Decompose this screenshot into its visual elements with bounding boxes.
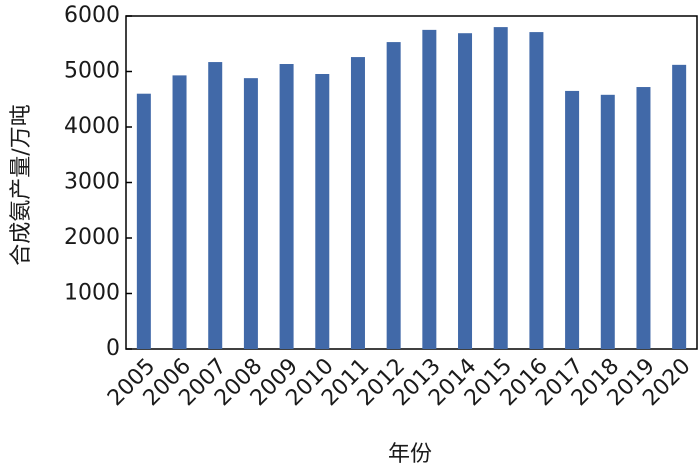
bar bbox=[208, 62, 223, 349]
y-tick-label: 3000 bbox=[64, 170, 120, 195]
bar bbox=[386, 42, 401, 350]
bar bbox=[136, 93, 151, 349]
bar bbox=[636, 87, 651, 349]
bar bbox=[672, 64, 687, 349]
x-axis-label: 年份 bbox=[388, 442, 432, 467]
bar bbox=[529, 32, 544, 349]
bar bbox=[458, 33, 473, 350]
bar bbox=[279, 64, 294, 349]
bar bbox=[350, 57, 365, 349]
y-tick-label: 0 bbox=[106, 336, 120, 361]
bar bbox=[243, 78, 258, 349]
y-tick-label: 1000 bbox=[64, 281, 120, 306]
bar bbox=[565, 90, 580, 350]
y-tick-label: 5000 bbox=[64, 59, 120, 84]
bar bbox=[493, 27, 508, 349]
y-tick-label: 6000 bbox=[64, 3, 120, 28]
bar bbox=[600, 94, 615, 349]
bar bbox=[422, 29, 437, 349]
y-axis-label: 合成氨产量/万吨 bbox=[9, 104, 34, 265]
bar bbox=[315, 73, 330, 349]
y-tick-label: 4000 bbox=[64, 114, 120, 139]
y-tick-label: 2000 bbox=[64, 225, 120, 250]
bar bbox=[172, 75, 187, 349]
